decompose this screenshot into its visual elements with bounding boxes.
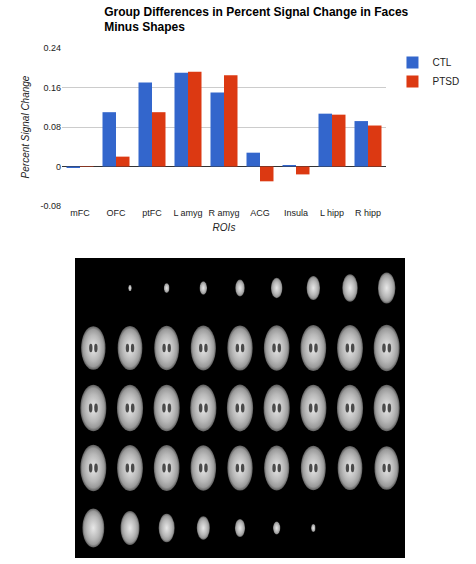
svg-text:L hipp: L hipp	[320, 208, 344, 218]
svg-text:R hipp: R hipp	[355, 208, 381, 218]
svg-text:ptFC: ptFC	[142, 208, 162, 218]
svg-text:ACG: ACG	[250, 208, 270, 218]
svg-text:L amyg: L amyg	[173, 208, 202, 218]
svg-text:R amyg: R amyg	[208, 208, 239, 218]
svg-text:0.16: 0.16	[43, 83, 61, 93]
svg-text:0.08: 0.08	[43, 122, 61, 132]
svg-text:mFC: mFC	[70, 208, 90, 218]
svg-text:0: 0	[56, 162, 61, 172]
svg-text:Insula: Insula	[284, 208, 308, 218]
svg-text:0.24: 0.24	[43, 43, 61, 53]
svg-text:-0.08: -0.08	[40, 201, 61, 211]
svg-text:CTL: CTL	[432, 57, 451, 68]
svg-text:OFC: OFC	[107, 208, 126, 218]
svg-text:Percent Signal Change: Percent Signal Change	[20, 75, 31, 178]
svg-text:Group Differences in Percent S: Group Differences in Percent Signal Chan…	[104, 5, 408, 35]
svg-text:PTSD: PTSD	[432, 76, 459, 87]
svg-text:ROIs: ROIs	[213, 222, 236, 233]
